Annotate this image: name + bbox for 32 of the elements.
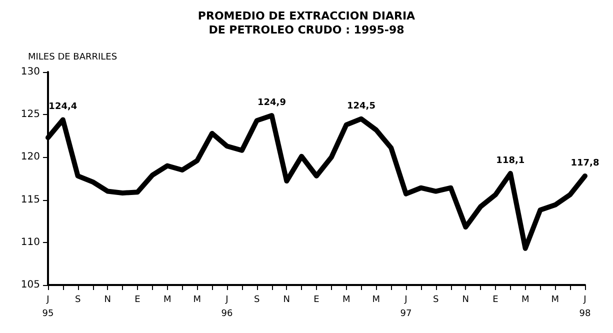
data-label: 124,4 <box>48 102 78 112</box>
y-tick-label: 120 <box>20 152 40 163</box>
x-tick-label: N <box>283 295 290 305</box>
x-tick-label: S <box>432 295 439 305</box>
x-tick-label: M <box>372 295 380 305</box>
x-tick-label: J 98 <box>579 295 591 319</box>
x-tick-label: M <box>342 295 350 305</box>
y-tick-label: 125 <box>20 109 40 120</box>
x-tick-label: N <box>104 295 112 305</box>
y-tick-label: 110 <box>20 236 40 248</box>
chart-title: PROMEDIO DE EXTRACCION DIARIA DE PETROLEO CRUDO : 1995-98 <box>198 10 416 36</box>
x-tick-label: M <box>521 295 530 305</box>
x-tick-label: M <box>193 295 202 305</box>
x-tick-label: E <box>134 295 141 305</box>
x-tick-label: J 95 <box>42 295 54 319</box>
x-tick-label: J 97 <box>400 295 412 319</box>
x-tick-label: S <box>74 295 81 305</box>
x-tick-label: E <box>492 295 499 305</box>
y-tick-label: 115 <box>20 194 40 206</box>
x-tick-label: J 96 <box>221 295 233 319</box>
data-label: 117,8 <box>570 158 600 168</box>
x-tick-label: E <box>314 295 320 305</box>
data-label: 124,5 <box>347 101 376 112</box>
y-tick-label: 105 <box>20 280 40 290</box>
y-tick-label: 130 <box>20 66 40 78</box>
data-label: 118,1 <box>496 156 525 166</box>
x-tick-label: N <box>462 295 470 305</box>
y-axis-title: MILES DE BARRILES <box>28 52 118 62</box>
x-tick-label: M <box>551 295 560 305</box>
x-tick-label: M <box>163 295 172 305</box>
data-label: 124,9 <box>258 98 286 108</box>
x-tick-label: S <box>254 295 260 305</box>
